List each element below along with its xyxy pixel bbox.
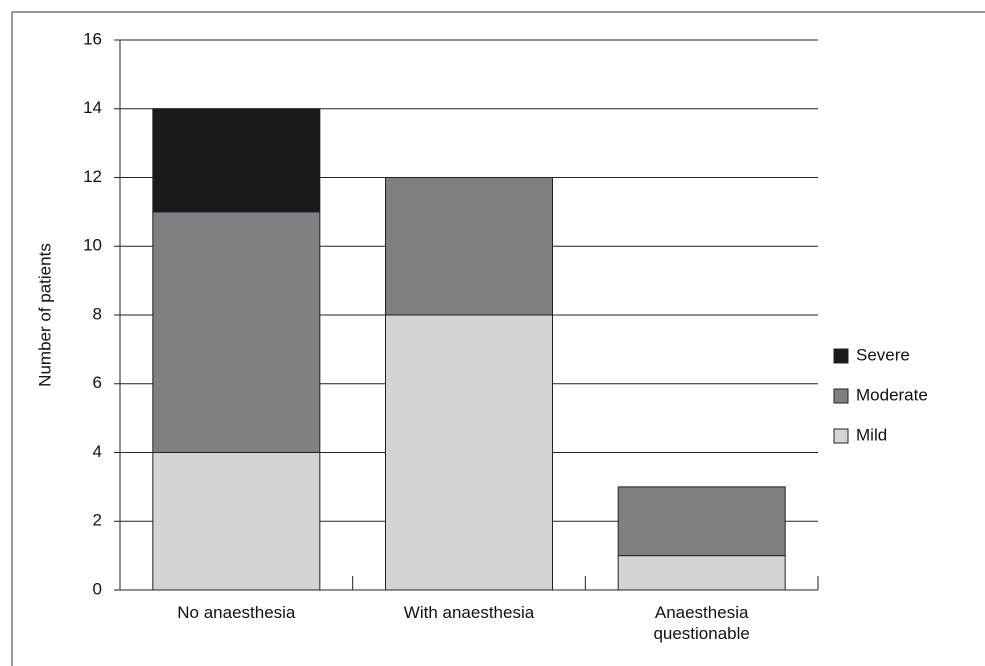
y-tick-label: 6 <box>93 373 102 392</box>
y-axis-label: Number of patients <box>35 243 54 387</box>
legend-label: Mild <box>856 425 887 444</box>
bar-segment <box>152 211 321 453</box>
legend-swatch <box>833 388 849 404</box>
y-tick-label: 4 <box>93 442 102 461</box>
legend-label: Severe <box>856 345 910 364</box>
bar-segment <box>617 555 786 591</box>
bar-segment <box>385 177 553 316</box>
legend-swatch <box>833 348 849 364</box>
bar-segment <box>617 486 786 557</box>
legend-swatch <box>833 428 849 444</box>
bar-segment <box>385 314 553 591</box>
y-tick-label: 10 <box>83 236 102 255</box>
x-tick-label: No anaesthesia <box>177 603 296 622</box>
y-tick-label: 12 <box>83 167 102 186</box>
legend-label: Moderate <box>856 385 928 404</box>
y-tick-label: 2 <box>93 511 102 530</box>
y-tick-label: 14 <box>83 98 102 117</box>
y-tick-label: 0 <box>93 579 102 598</box>
y-tick-label: 16 <box>83 29 102 48</box>
bar-segment <box>152 452 321 591</box>
x-tick-label: Anaesthesia questionable <box>653 603 750 643</box>
x-tick-label: With anaesthesia <box>403 603 535 622</box>
bar-segment <box>152 108 321 213</box>
y-tick-label: 8 <box>93 304 102 323</box>
